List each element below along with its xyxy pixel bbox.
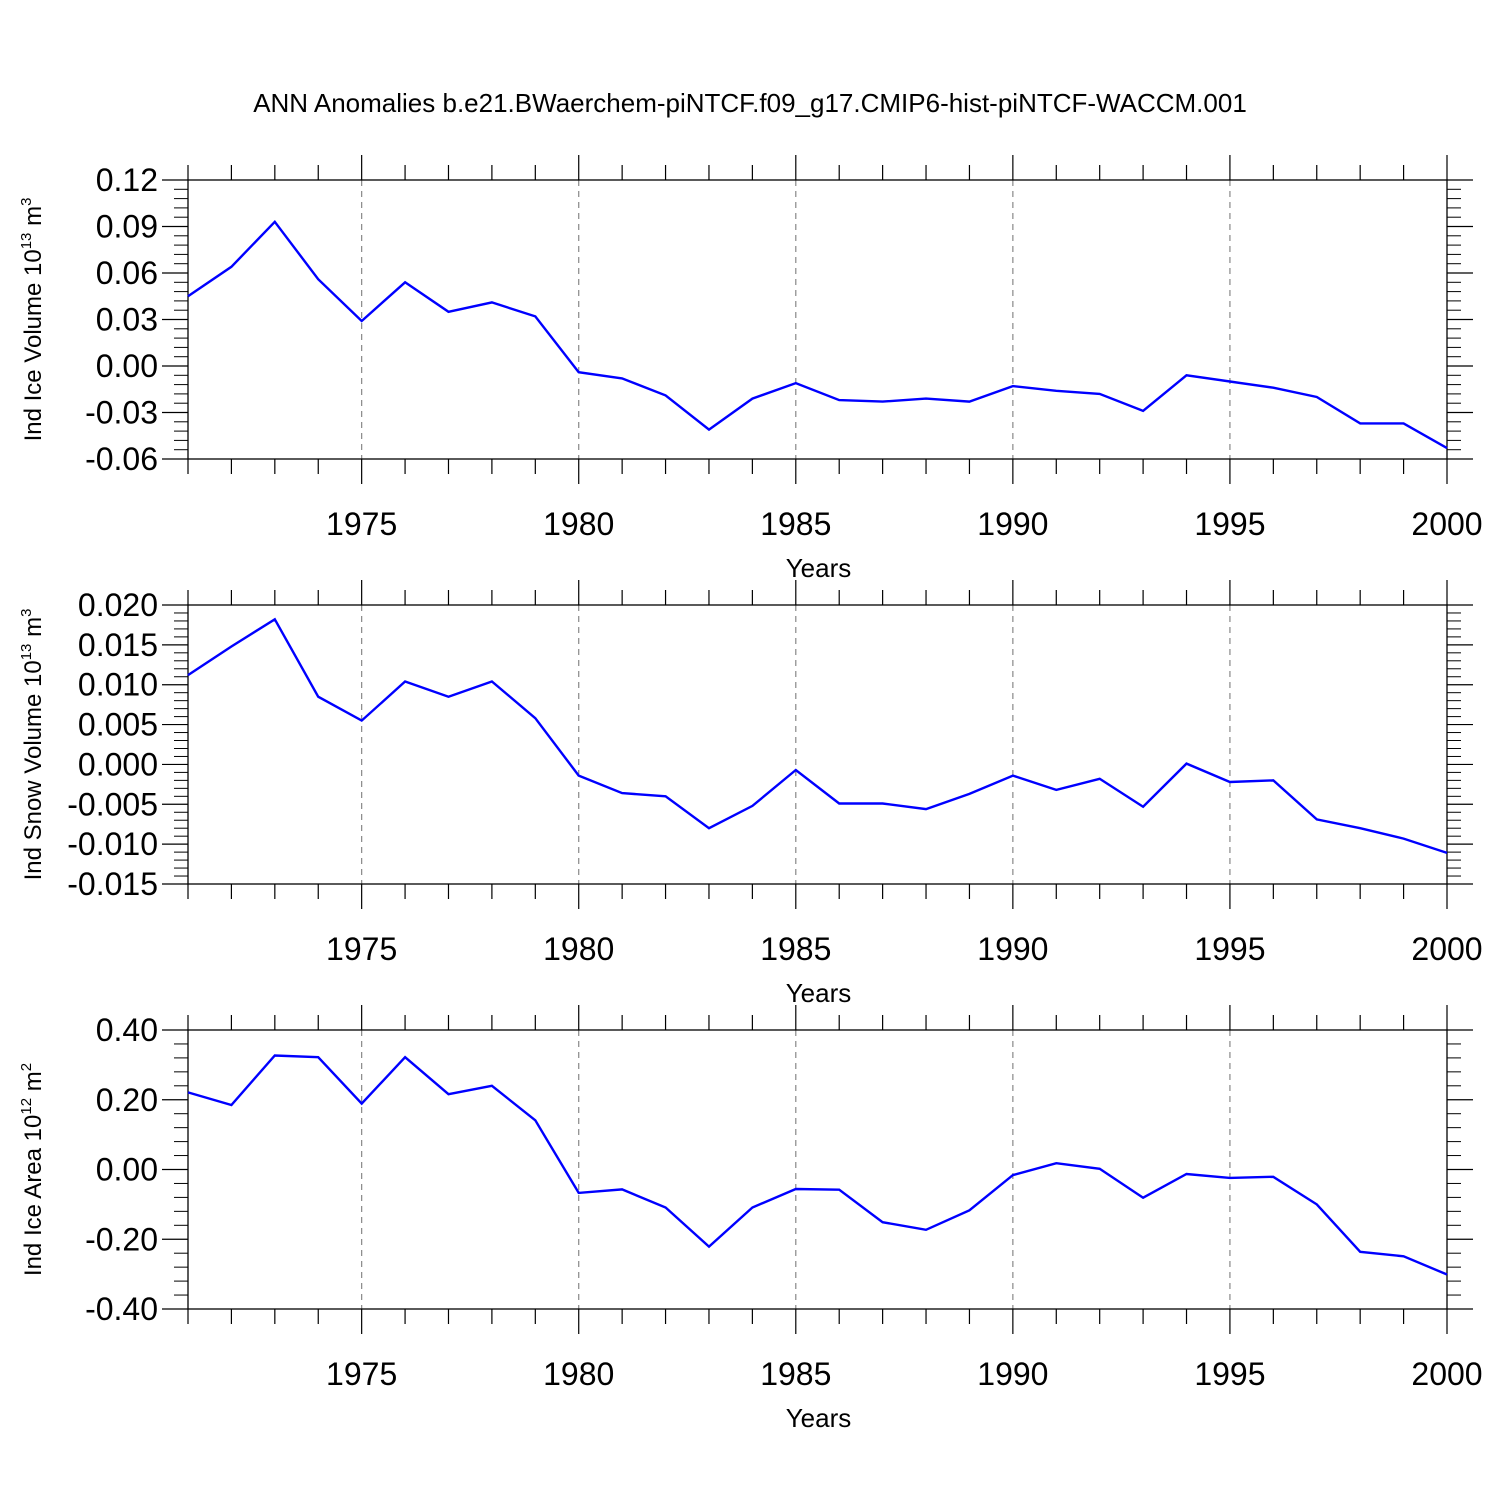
x-axis-label: Years [786, 553, 852, 583]
series-line [187, 219, 1448, 450]
y-tick-label: 0.00 [96, 348, 158, 384]
y-axis-label: Ind Snow Volume 1013 m3 [18, 609, 47, 881]
y-tick-label: 0.005 [78, 707, 158, 743]
y-tick-label: 0.12 [96, 162, 158, 198]
y-tick-label: -0.015 [67, 866, 158, 902]
x-tick-label: 1980 [543, 506, 614, 542]
figure-title: ANN Anomalies b.e21.BWaerchem-piNTCF.f09… [253, 88, 1247, 118]
x-tick-label: 2000 [1411, 1356, 1482, 1392]
x-axis-label: Years [786, 1403, 852, 1433]
y-tick-label: -0.010 [67, 826, 158, 862]
x-tick-label: 1980 [543, 1356, 614, 1392]
series-line [187, 1054, 1448, 1276]
y-tick-label: -0.03 [85, 395, 158, 431]
x-tick-label: 1990 [977, 506, 1048, 542]
x-tick-label: 2000 [1411, 506, 1482, 542]
y-tick-label: 0.015 [78, 627, 158, 663]
x-tick-label: 1975 [326, 506, 397, 542]
y-tick-label: -0.20 [85, 1221, 158, 1257]
x-tick-label: 1995 [1194, 1356, 1265, 1392]
x-tick-label: 1990 [977, 1356, 1048, 1392]
x-tick-label: 2000 [1411, 931, 1482, 967]
plot-frame [187, 604, 1448, 885]
y-tick-label: 0.010 [78, 667, 158, 703]
y-tick-label: 0.09 [96, 209, 158, 245]
x-tick-label: 1985 [760, 506, 831, 542]
y-tick-label: -0.005 [67, 786, 158, 822]
y-tick-label: 0.40 [96, 1012, 158, 1048]
panel-1: -0.06 -0.03 0.00 0.03 0.06 0.09 0.12 1975 1980 19… [18, 155, 1483, 583]
y-tick-label: 0.20 [96, 1082, 158, 1118]
plot-frame [187, 1029, 1448, 1310]
x-tick-label: 1995 [1194, 506, 1265, 542]
y-tick-label: 0.00 [96, 1152, 158, 1188]
x-tick-label: 1985 [760, 1356, 831, 1392]
x-tick-label: 1995 [1194, 931, 1265, 967]
y-tick-label: -0.06 [85, 441, 158, 477]
series-line [187, 617, 1448, 855]
x-tick-label: 1975 [326, 1356, 397, 1392]
y-tick-label: 0.020 [78, 587, 158, 623]
y-tick-label: 0.06 [96, 255, 158, 291]
x-tick-label: 1985 [760, 931, 831, 967]
y-tick-label: -0.40 [85, 1291, 158, 1327]
y-axis-label: Ind Ice Volume 1013 m3 [18, 198, 47, 442]
plot-frame [187, 179, 1448, 460]
x-axis-label: Years [786, 978, 852, 1008]
y-axis-label: Ind Ice Area 1012 m2 [18, 1063, 47, 1276]
y-tick-label: 0.03 [96, 302, 158, 338]
y-tick-label: 0.000 [78, 746, 158, 782]
x-tick-label: 1990 [977, 931, 1048, 967]
x-tick-label: 1975 [326, 931, 397, 967]
x-tick-label: 1980 [543, 931, 614, 967]
panel-3: -0.40 -0.20 0.00 0.20 0.40 1975 1980 1985 1990 19… [18, 1005, 1483, 1433]
